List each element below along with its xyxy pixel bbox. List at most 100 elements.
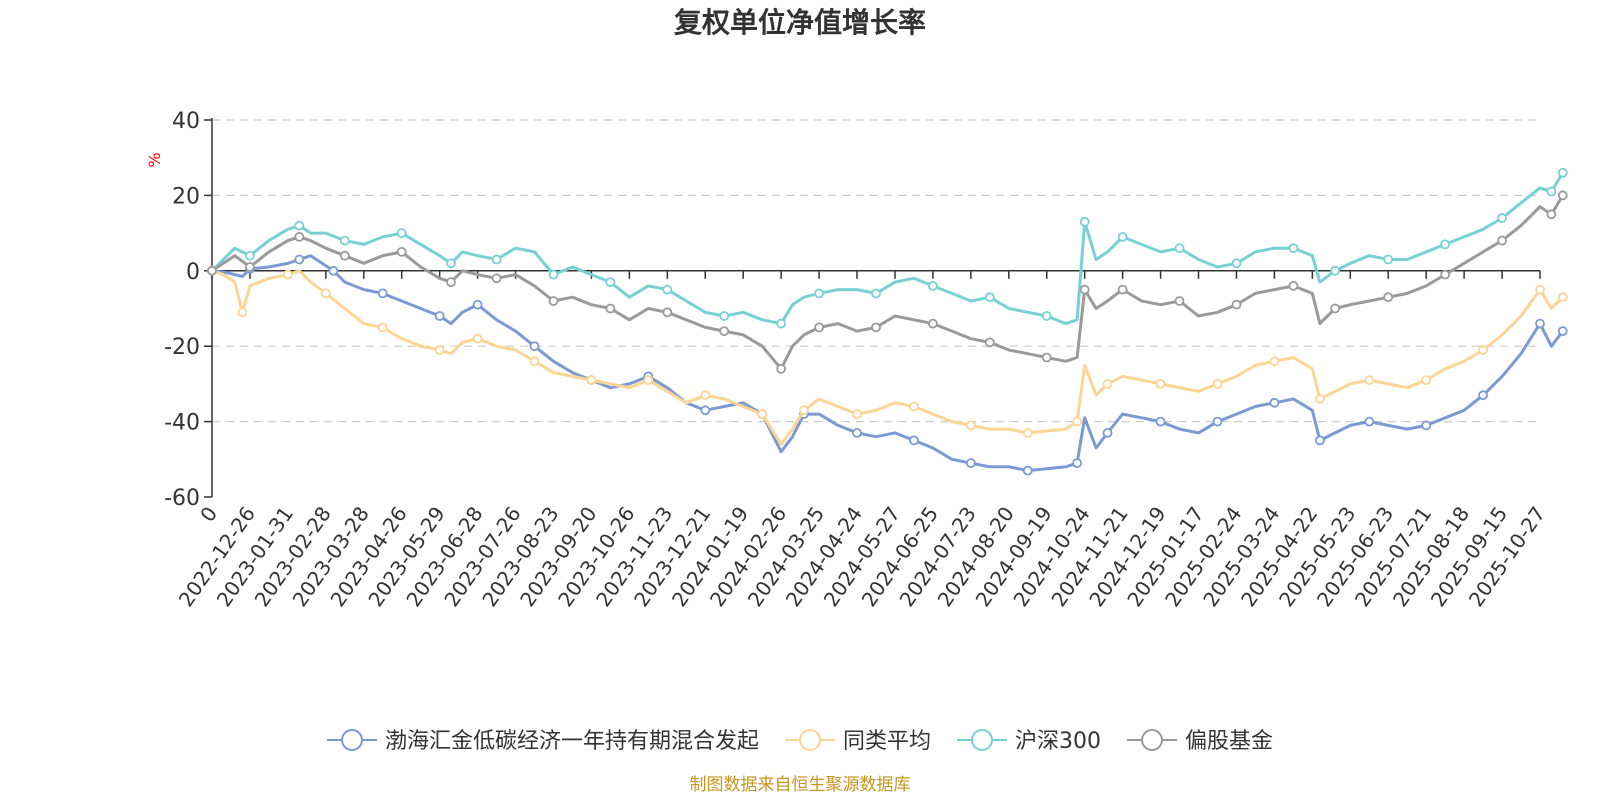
data-point xyxy=(1497,213,1507,223)
data-point xyxy=(1022,465,1033,476)
data-point xyxy=(1383,254,1394,265)
data-point xyxy=(339,250,350,261)
data-point xyxy=(1102,378,1113,389)
y-tick-label: 40 xyxy=(172,109,200,134)
data-point xyxy=(1315,435,1325,446)
data-point xyxy=(928,280,938,291)
data-point xyxy=(1478,390,1488,401)
data-point xyxy=(605,277,616,288)
data-point xyxy=(909,435,919,446)
data-point xyxy=(871,288,881,299)
data-point xyxy=(852,427,862,438)
data-point xyxy=(1079,216,1090,227)
data-point xyxy=(1174,243,1185,254)
legend[interactable]: 渤海汇金低碳经济一年持有期混合发起 同类平均 沪深300 偏股基金 xyxy=(327,729,1273,754)
data-point xyxy=(491,273,502,284)
data-point xyxy=(1497,235,1507,246)
y-axis-unit: % xyxy=(145,152,164,167)
chart-title: 复权单位净值增长率 xyxy=(674,6,926,39)
data-point xyxy=(548,269,559,280)
data-point xyxy=(643,375,654,386)
data-point xyxy=(776,363,786,374)
data-point xyxy=(586,375,597,386)
legend-label: 沪深300 xyxy=(1015,729,1101,754)
data-point xyxy=(1117,231,1128,242)
grid-lines xyxy=(212,119,1540,423)
data-point xyxy=(1557,190,1568,201)
data-point xyxy=(294,231,305,242)
legend-item-2[interactable]: 沪深300 xyxy=(957,729,1101,754)
data-point xyxy=(1117,284,1128,295)
data-point xyxy=(814,322,824,333)
data-point xyxy=(529,356,540,367)
data-point xyxy=(1440,239,1450,250)
data-point xyxy=(966,420,976,431)
data-point xyxy=(294,254,305,265)
legend-item-1[interactable]: 同类平均 xyxy=(785,729,931,754)
data-point xyxy=(377,322,388,333)
data-point xyxy=(1546,209,1557,220)
data-point xyxy=(377,288,388,299)
data-point xyxy=(984,337,995,348)
y-axis-ticks: -60 -40 -20 0 20 40 xyxy=(164,109,212,511)
data-point xyxy=(928,318,938,329)
series-line xyxy=(210,269,1565,446)
data-point xyxy=(871,322,881,333)
data-point xyxy=(719,326,730,337)
data-point xyxy=(1041,352,1052,363)
data-point xyxy=(1421,375,1432,386)
data-point xyxy=(776,318,786,329)
data-point xyxy=(1269,356,1280,367)
data-point xyxy=(1288,243,1299,254)
data-point xyxy=(244,262,255,272)
data-point xyxy=(434,345,445,355)
data-point xyxy=(1079,284,1090,295)
y-tick-label: -40 xyxy=(164,411,200,436)
legend-marker xyxy=(799,729,821,751)
data-point xyxy=(852,409,862,420)
data-point xyxy=(446,277,456,288)
data-point xyxy=(237,307,248,318)
series-1 xyxy=(207,265,1568,446)
data-point xyxy=(966,458,976,469)
data-point xyxy=(1330,303,1340,314)
data-point xyxy=(1041,311,1052,321)
y-tick-label: 0 xyxy=(186,260,200,285)
data-point xyxy=(1102,427,1113,438)
data-point xyxy=(434,311,445,321)
data-point xyxy=(1072,416,1082,427)
data-point xyxy=(1535,318,1545,329)
data-point xyxy=(1212,416,1223,427)
data-point xyxy=(339,235,350,246)
series-line xyxy=(210,254,1565,473)
legend-label: 偏股基金 xyxy=(1185,729,1273,754)
data-source-note: 制图数据来自恒生聚源数据库 xyxy=(690,775,911,795)
data-point xyxy=(207,265,217,276)
data-point xyxy=(662,307,673,318)
data-point xyxy=(548,296,559,306)
data-point xyxy=(1557,292,1568,303)
data-point xyxy=(244,250,255,261)
series-lines xyxy=(207,167,1568,476)
data-point xyxy=(1440,269,1450,280)
data-point xyxy=(1421,420,1432,431)
legend-label: 渤海汇金低碳经济一年持有期混合发起 xyxy=(385,729,759,754)
data-point xyxy=(1231,299,1242,310)
data-point xyxy=(294,220,305,231)
data-point xyxy=(757,409,768,420)
data-point xyxy=(662,284,673,295)
data-point xyxy=(799,405,809,416)
data-point xyxy=(529,341,540,352)
data-point xyxy=(1364,416,1375,427)
data-point xyxy=(700,390,711,401)
y-tick-label: 20 xyxy=(172,184,200,209)
legend-item-3[interactable]: 偏股基金 xyxy=(1127,729,1273,754)
y-tick-label: -60 xyxy=(164,486,200,511)
data-point xyxy=(1315,394,1325,404)
data-point xyxy=(909,401,919,412)
data-point xyxy=(1288,280,1299,291)
legend-marker xyxy=(971,729,993,751)
data-point xyxy=(814,288,824,299)
legend-item-0[interactable]: 渤海汇金低碳经济一年持有期混合发起 xyxy=(327,729,759,754)
